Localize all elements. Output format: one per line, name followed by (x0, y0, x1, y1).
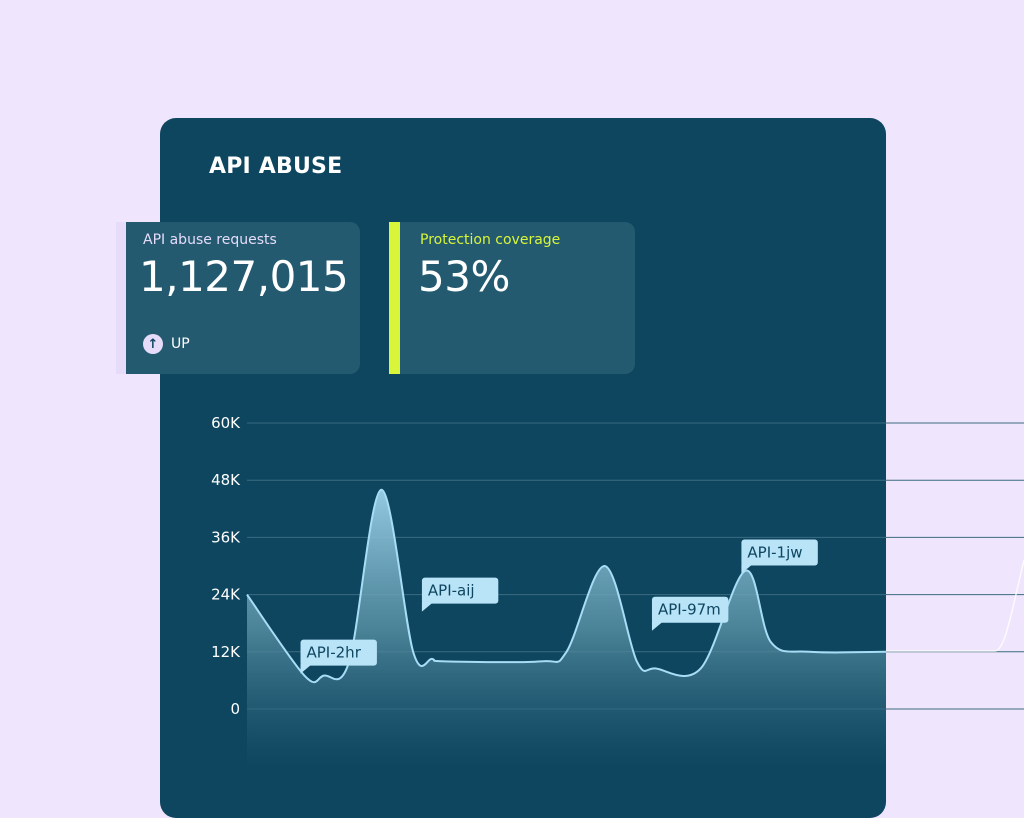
protection-coverage-stat[interactable]: Protection coverage 53% (389, 222, 635, 374)
y-tick-label: 24K (211, 586, 241, 604)
trend-indicator: ↑ UP (143, 334, 190, 354)
stat-value: 53% (418, 252, 510, 301)
annotation-label[interactable]: API-1jw (741, 539, 818, 574)
card-title: API ABUSE (209, 154, 343, 179)
annotation-box (421, 577, 499, 604)
y-tick-label: 0 (230, 700, 240, 718)
annotation-box (741, 539, 818, 566)
y-tick-label: 12K (211, 643, 241, 661)
annotation-pointer (651, 620, 664, 631)
annotation-text: API-97m (658, 601, 721, 619)
annotation-text: API-aij (428, 582, 475, 600)
stat-value: 1,127,015 (139, 252, 349, 301)
y-tick-label: 36K (211, 528, 241, 546)
annotation-pointer (421, 601, 434, 612)
area-chart: 0 12K 24K 36K 48K 60K API-2hr API-aij API-97m AP… (211, 414, 1024, 768)
series-line-extension (886, 559, 1024, 652)
arrow-up-icon: ↑ (143, 334, 163, 354)
annotation-box (651, 596, 729, 623)
annotation-label[interactable]: API-aij (421, 577, 499, 612)
abuse-requests-stat[interactable]: API abuse requests 1,127,015 ↑ UP (116, 222, 360, 374)
trend-label: UP (171, 336, 190, 352)
stat-label: API abuse requests (143, 232, 277, 248)
annotation-pointer (741, 563, 754, 574)
annotation-label[interactable]: API-97m (651, 596, 729, 631)
y-tick-label: 60K (211, 414, 241, 432)
annotation-text: API-2hr (307, 644, 362, 662)
series-area (247, 489, 886, 768)
annotation-text: API-1jw (747, 544, 802, 562)
stat-label: Protection coverage (420, 232, 561, 248)
y-tick-label: 48K (211, 471, 241, 489)
annotation-box (300, 639, 377, 666)
annotation-label[interactable]: API-2hr (300, 639, 377, 674)
annotation-pointer (300, 663, 313, 674)
